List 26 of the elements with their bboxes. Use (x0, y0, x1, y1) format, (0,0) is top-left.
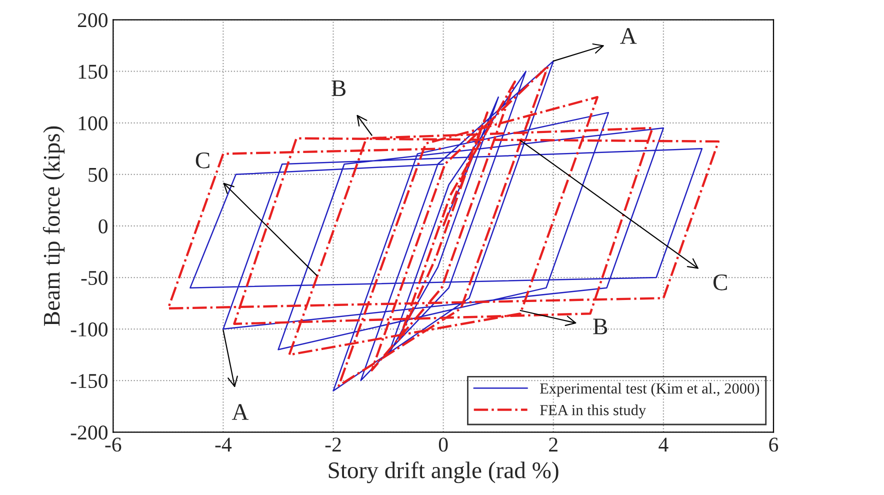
annotation: A (620, 28, 637, 44)
y-tick-label: 200 (78, 13, 108, 28)
y-tick-label: 0 (98, 219, 108, 234)
x-tick-label: -4 (215, 438, 232, 452)
annotation: A (232, 404, 249, 420)
annotation: C (196, 152, 210, 168)
legend-label: Experimental test (Kim et al., 2000) (540, 382, 760, 397)
x-tick-label: 2 (549, 438, 558, 452)
y-tick-label: -200 (70, 426, 108, 440)
x-tick-label: 4 (658, 438, 668, 452)
y-tick-label: -100 (70, 322, 108, 336)
x-tick-label: -2 (325, 438, 341, 452)
legend-label: FEA in this study (540, 404, 646, 418)
annotation: B (593, 318, 608, 334)
y-tick-label: -50 (81, 270, 108, 285)
y-tick-label: -150 (70, 374, 108, 388)
y-tick-label: 50 (88, 168, 108, 182)
x-tick-label: -6 (105, 438, 122, 452)
y-tick-label: 150 (78, 64, 108, 79)
annotation: B (332, 80, 346, 96)
x-axis-title: Story drift angle (rad %) (328, 461, 558, 484)
x-tick-label: 6 (769, 438, 778, 452)
annotation: C (713, 274, 727, 290)
x-tick-label: 0 (438, 438, 448, 452)
y-axis-title: Beam tip force (kips) (42, 126, 65, 326)
y-tick-label: 100 (78, 116, 108, 130)
